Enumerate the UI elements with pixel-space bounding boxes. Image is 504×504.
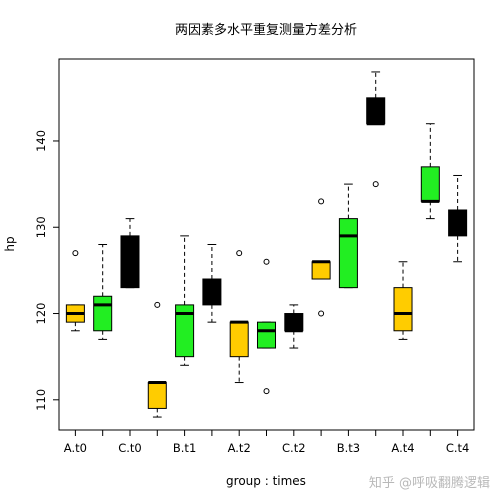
outlier-point: [263, 258, 270, 265]
box-body: [93, 295, 113, 332]
box-B.t2: [256, 258, 277, 395]
y-tick-label: 120: [34, 303, 48, 325]
box-body: [338, 218, 358, 289]
x-tick-label: B.t1: [173, 441, 196, 455]
x-tick-label: A.t0: [64, 441, 87, 455]
x-tick-label: C.t4: [446, 441, 470, 455]
x-axis: A.t0 C.t0 B.t1 A.t2 C.t2 B.t3 A.t4 C.t4: [64, 430, 470, 455]
box-C.t3: [366, 71, 386, 188]
outlier-point: [236, 250, 243, 257]
y-tick-label: 130: [34, 216, 48, 238]
chart-title: 两因素多水平重复测量方差分析: [175, 22, 357, 38]
box-B.t3: [338, 183, 358, 289]
outlier-point: [72, 250, 79, 257]
box-body: [202, 278, 222, 306]
box-C.t2: [284, 304, 304, 349]
outlier-point: [318, 198, 325, 205]
box-C.t4: [448, 174, 468, 263]
y-tick-label: 110: [34, 389, 48, 411]
box-body: [175, 304, 195, 358]
x-tick-label: C.t0: [118, 441, 142, 455]
x-tick-label: A.t4: [391, 441, 414, 455]
box-A.t2: [229, 250, 249, 384]
x-tick-label: B.t3: [337, 441, 360, 455]
box-A.t4: [393, 261, 413, 340]
box-B.t1: [175, 235, 195, 366]
box-body: [448, 209, 468, 237]
plot-area: [58, 58, 475, 431]
outlier-point: [263, 388, 270, 395]
y-tick-label: 140: [34, 130, 48, 152]
x-axis-label: group : times: [226, 474, 306, 488]
outlier-point: [318, 310, 325, 317]
box-B.t0: [93, 244, 113, 340]
x-tick-label: A.t2: [228, 441, 251, 455]
y-axis-label: hp: [3, 236, 17, 251]
y-axis: 110 120 130 140: [34, 130, 59, 411]
box-C.t0: [120, 218, 140, 289]
box-body: [393, 287, 413, 332]
x-tick-label: C.t2: [282, 441, 306, 455]
box-body: [366, 97, 386, 125]
box-body: [147, 382, 167, 409]
box-A.t0: [65, 250, 85, 332]
box-B.t4: [420, 123, 440, 220]
box-body: [256, 321, 277, 349]
box-body: [420, 166, 440, 202]
box-C.t1: [202, 244, 222, 323]
box-body: [311, 261, 331, 280]
outlier-point: [372, 181, 379, 188]
outlier-point: [154, 301, 161, 308]
box-body: [229, 321, 249, 358]
watermark: 知乎 @呼吸翻腾逻辑: [369, 475, 490, 491]
box-A.t3: [311, 198, 331, 317]
box-A.t1: [147, 301, 167, 418]
box-body: [284, 313, 304, 332]
